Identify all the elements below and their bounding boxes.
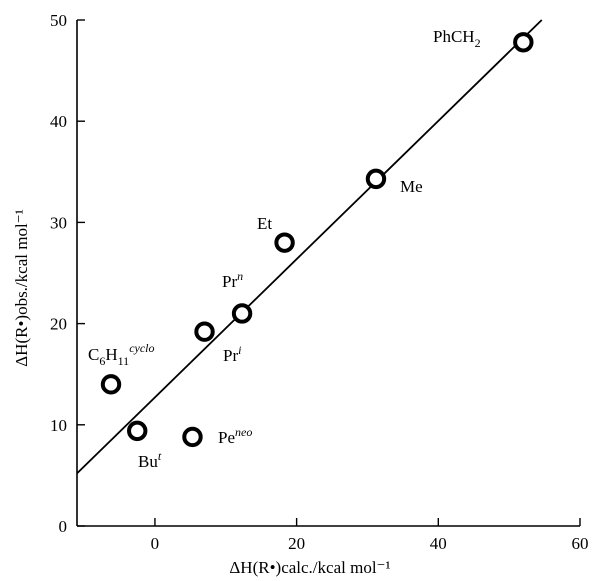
x-tick-label: 40 (430, 534, 447, 553)
y-tick-label: 50 (50, 11, 67, 30)
point-label-peneo: Peneo (218, 425, 252, 447)
data-point (513, 32, 534, 53)
fit-line (76, 19, 543, 475)
x-tick-label: 20 (288, 534, 305, 553)
data-point (231, 303, 253, 324)
data-point (194, 321, 215, 342)
y-tick-label: 40 (50, 112, 67, 131)
y-tick-label: 10 (50, 416, 67, 435)
data-points (100, 32, 534, 448)
y-axis-title: ΔH(R•)obs./kcal mol⁻¹ (12, 209, 31, 367)
y-tick-label: 20 (50, 315, 67, 334)
point-label-prn: Prn (222, 269, 243, 291)
x-axis-title: ΔH(R•)calc./kcal mol⁻¹ (229, 558, 390, 577)
data-point (100, 374, 122, 395)
x-ticks: 0 20 40 60 (151, 518, 589, 553)
y-tick-label: 0 (59, 517, 68, 536)
point-label-pri: Pri (223, 343, 241, 365)
axes (76, 20, 580, 527)
data-point (365, 168, 387, 190)
y-ticks: 0 10 20 30 40 50 (50, 11, 85, 536)
x-tick-label: 0 (151, 534, 160, 553)
point-label-me: Me (400, 177, 423, 196)
data-point (127, 420, 148, 442)
x-tick-label: 60 (572, 534, 589, 553)
data-point (182, 426, 203, 448)
point-label-phch2: PhCH2 (433, 27, 481, 50)
point-label-but: But (138, 449, 162, 471)
data-point (274, 232, 295, 253)
y-tick-label: 30 (50, 213, 67, 232)
point-label-c6h11-cyclo: C6H11cyclo (88, 341, 155, 368)
point-label-et: Et (257, 214, 272, 233)
